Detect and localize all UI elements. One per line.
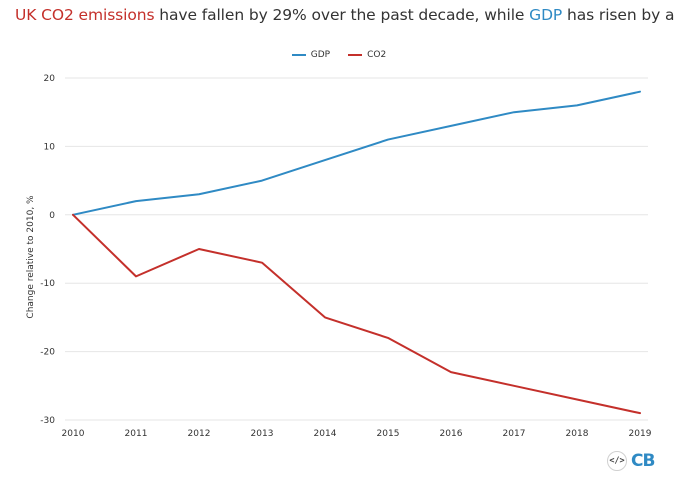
chart-title: UK CO2 emissions have fallen by 29% over…: [15, 6, 678, 24]
title-gdp-highlight: GDP: [529, 6, 563, 24]
y-tick-label: 20: [44, 74, 56, 84]
y-tick-label: 10: [44, 142, 56, 152]
series-line-gdp: [72, 90, 641, 216]
y-tick-label: -30: [40, 416, 55, 426]
x-tick-label: 2011: [125, 429, 148, 439]
carbon-brief-logo: </> CB: [607, 451, 655, 471]
legend-swatch-gdp: [291, 54, 306, 56]
title-text-1: have fallen by 29% over the past decade,…: [154, 6, 530, 24]
x-tick-label: 2019: [629, 429, 652, 439]
x-tick-label: 2013: [251, 429, 274, 439]
x-tick-label: 2015: [377, 429, 400, 439]
title-co2-highlight: UK CO2 emissions: [15, 6, 155, 24]
chart-legend: GDP CO2: [0, 50, 678, 60]
x-tick-label: 2012: [188, 429, 211, 439]
y-tick-label: 0: [49, 211, 55, 221]
title-text-2: has risen by a fifth: [566, 6, 678, 24]
x-tick-label: 2017: [503, 429, 526, 439]
brand-mark: CB: [631, 451, 655, 471]
legend-item-gdp[interactable]: GDP: [291, 50, 331, 60]
x-tick-label: 2010: [62, 429, 85, 439]
legend-label-gdp: GDP: [310, 50, 331, 60]
embed-code-icon[interactable]: </>: [607, 451, 627, 471]
series-line-co2: [72, 213, 641, 415]
legend-item-co2[interactable]: CO2: [348, 50, 386, 60]
legend-swatch-co2: [348, 54, 363, 56]
x-tick-label: 2014: [314, 429, 337, 439]
x-tick-label: 2018: [566, 429, 589, 439]
x-tick-label: 2016: [440, 429, 463, 439]
y-axis-label: Change relative to 2010, %: [26, 195, 36, 319]
legend-label-co2: CO2: [367, 50, 387, 60]
y-tick-label: -10: [40, 279, 55, 289]
y-tick-label: -20: [40, 348, 55, 358]
